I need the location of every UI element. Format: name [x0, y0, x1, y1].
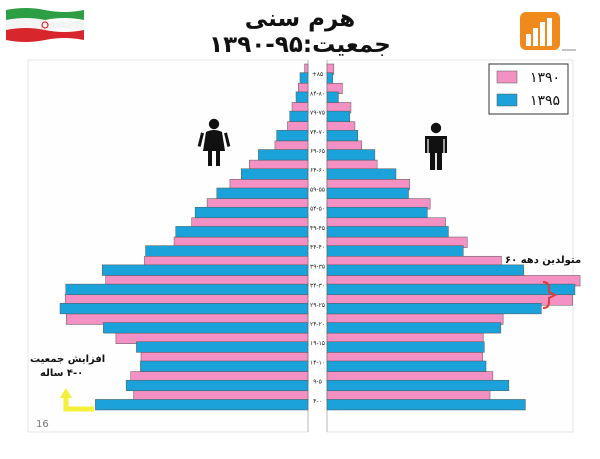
bar-female-1395-7 [101, 264, 309, 276]
age-label: ۵۴-۵۰ [310, 206, 325, 213]
bar-male-1395-15 [326, 110, 351, 122]
legend: ۱۳۹۰ ۱۳۹۵ [488, 63, 569, 115]
bar-male-1395-0 [326, 399, 526, 411]
annotation-cohort-60s: متولدین دهه ۶۰ [505, 255, 582, 266]
bracket-icon [542, 281, 558, 309]
bar-male-1395-16 [326, 91, 339, 103]
annotation-growth-line2: ۴-۰ ساله [40, 368, 84, 379]
bar-female-1395-15 [289, 110, 309, 122]
bar-female-1395-16 [295, 91, 309, 103]
bar-male-1395-6 [326, 283, 576, 295]
bar-female-1395-12 [241, 168, 309, 180]
bar-female-1395-0 [95, 399, 309, 411]
bar-female-1395-11 [216, 187, 309, 199]
bar-male-1395-7 [326, 264, 524, 276]
bar-male-1395-3 [326, 341, 485, 353]
age-label: ۴-۰ [313, 398, 322, 405]
age-label: ۱۹-۱۵ [310, 340, 325, 347]
iran-flag-icon [6, 8, 84, 42]
bar-male-1395-14 [326, 130, 359, 142]
age-label: ۷۴-۷۰ [310, 129, 325, 136]
page-number: 16 [36, 419, 49, 430]
annotation-growth-line1: افزایش جمعیت [30, 354, 106, 365]
bar-female-1395-4 [103, 322, 309, 334]
bar-male-1395-12 [326, 168, 397, 180]
age-label: ۶۹-۶۵ [310, 148, 325, 155]
age-label: ۲۴-۲۰ [310, 321, 325, 328]
legend-label-1390: ۱۳۹۰ [530, 70, 560, 86]
female-icon [197, 118, 231, 166]
bar-female-1395-13 [258, 149, 309, 161]
bar-female-1395-5 [59, 303, 309, 315]
bar-female-1395-17 [299, 72, 309, 84]
legend-label-1395: ۱۳۹۵ [530, 93, 560, 109]
age-label: ۴۹-۴۵ [310, 225, 325, 232]
bar-female-1395-10 [194, 206, 309, 219]
bar-male-1395-10 [326, 206, 428, 219]
age-label: ۱۴-۱۰ [310, 359, 325, 366]
bar-male-1395-13 [326, 149, 376, 161]
bar-female-1395-3 [136, 341, 309, 353]
male-icon [425, 122, 447, 170]
bar-female-1395-2 [140, 360, 309, 372]
age-label: ۸۴-۸۰ [310, 90, 325, 97]
arrow-icon [60, 388, 94, 412]
legend-swatch-1395 [496, 93, 518, 107]
bar-male-1395-4 [326, 322, 502, 334]
logo-icon [520, 12, 576, 51]
bar-male-1395-9 [326, 226, 449, 238]
bar-male-1395-2 [326, 360, 487, 372]
age-label: ۳۹-۳۵ [310, 263, 325, 270]
age-label: ۲۹-۲۵ [310, 302, 325, 309]
bar-male-1395-11 [326, 187, 409, 199]
bar-female-1395-6 [65, 283, 309, 295]
bar-female-1395-14 [276, 130, 309, 142]
bar-male-1395-17 [326, 72, 333, 84]
legend-swatch-1390 [496, 70, 518, 84]
bar-female-1395-9 [175, 226, 309, 238]
age-label: +۸۵ [312, 71, 323, 78]
age-label: ۶۴-۶۰ [310, 167, 325, 174]
bar-male-1395-8 [326, 245, 464, 257]
page-title: هرم سنی جمعیت:۹۵-۱۳۹۰ [209, 6, 391, 58]
age-label: ۴۴-۴۰ [310, 244, 325, 251]
bar-male-1395-5 [326, 303, 542, 315]
age-label: ۷۹-۷۵ [310, 110, 325, 117]
bar-female-1395-8 [145, 245, 309, 257]
bar-female-1395-1 [125, 379, 309, 392]
age-label: ۵۹-۵۵ [310, 186, 325, 193]
age-label: ۳۴-۳۰ [310, 283, 325, 290]
bar-male-1395-1 [326, 379, 510, 392]
age-label: ۹-۵ [313, 379, 322, 386]
